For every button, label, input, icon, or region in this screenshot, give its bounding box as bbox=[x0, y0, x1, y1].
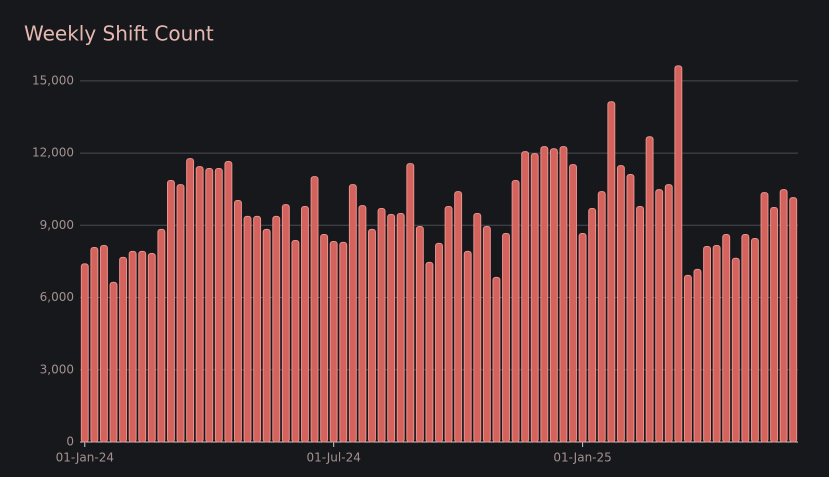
bar bbox=[722, 233, 731, 443]
bar bbox=[377, 207, 386, 443]
bar bbox=[779, 189, 788, 443]
bar bbox=[750, 238, 759, 443]
bar bbox=[291, 239, 300, 443]
y-tick-label: 0 bbox=[66, 435, 74, 449]
bar bbox=[80, 263, 89, 443]
bar bbox=[138, 250, 147, 443]
bar bbox=[119, 256, 128, 443]
bar bbox=[703, 245, 711, 443]
bar bbox=[109, 281, 118, 443]
bar bbox=[348, 184, 357, 443]
x-tick-label: 01-Jan-25 bbox=[553, 451, 611, 465]
bar bbox=[482, 226, 491, 443]
bar bbox=[195, 166, 204, 443]
bar bbox=[435, 242, 443, 443]
bar bbox=[358, 205, 367, 443]
y-tick-label: 12,000 bbox=[32, 146, 74, 160]
bar bbox=[616, 165, 625, 443]
bar bbox=[243, 215, 252, 443]
bar bbox=[387, 213, 396, 443]
bar bbox=[214, 167, 223, 443]
bar bbox=[789, 197, 798, 443]
bar bbox=[157, 228, 166, 443]
y-tick-label: 15,000 bbox=[32, 73, 74, 87]
bar bbox=[415, 226, 424, 443]
bar bbox=[511, 180, 520, 443]
y-tick-label: 3,000 bbox=[40, 362, 74, 376]
bar bbox=[559, 146, 568, 443]
bar bbox=[693, 268, 702, 443]
bar bbox=[645, 136, 654, 443]
bar bbox=[664, 184, 673, 443]
x-tick-label: 01-Jan-24 bbox=[56, 451, 114, 465]
bar bbox=[578, 232, 587, 443]
bar bbox=[444, 206, 453, 443]
bar bbox=[626, 174, 635, 443]
bar bbox=[339, 241, 348, 443]
bar bbox=[147, 252, 156, 443]
bar bbox=[463, 250, 472, 443]
y-tick-label: 6,000 bbox=[40, 290, 74, 304]
bar bbox=[770, 206, 779, 443]
bar bbox=[549, 148, 558, 443]
bar bbox=[712, 245, 721, 443]
bar bbox=[329, 240, 338, 443]
bar bbox=[396, 213, 405, 443]
bar bbox=[176, 184, 185, 443]
bar bbox=[760, 192, 769, 443]
bar bbox=[521, 151, 530, 443]
y-tick-label: 9,000 bbox=[40, 218, 74, 232]
bar bbox=[128, 250, 137, 443]
bar bbox=[167, 180, 175, 443]
bar bbox=[530, 153, 539, 443]
bar bbox=[253, 215, 262, 443]
bar bbox=[473, 213, 482, 443]
bar bbox=[272, 215, 281, 443]
bar bbox=[205, 167, 214, 443]
bar bbox=[301, 206, 309, 443]
bar bbox=[674, 65, 683, 443]
bar bbox=[588, 207, 597, 443]
bar bbox=[731, 257, 740, 443]
bar bbox=[741, 233, 750, 443]
bar bbox=[262, 228, 271, 443]
chart-title: Weekly Shift Count bbox=[24, 22, 214, 46]
bar bbox=[310, 176, 319, 443]
bar bbox=[569, 164, 577, 443]
bar bbox=[90, 246, 99, 443]
bar bbox=[224, 161, 233, 443]
x-tick-label: 01-Jul-24 bbox=[307, 451, 361, 465]
bar bbox=[607, 101, 616, 443]
bar bbox=[281, 204, 290, 443]
bar bbox=[368, 228, 376, 443]
bar bbox=[99, 245, 108, 443]
bar bbox=[540, 146, 549, 443]
bar bbox=[683, 274, 692, 443]
bar bbox=[320, 233, 329, 443]
bar bbox=[655, 189, 664, 443]
bar bbox=[186, 158, 195, 443]
bar bbox=[454, 191, 463, 443]
bar bbox=[234, 200, 242, 443]
bar bbox=[406, 163, 415, 443]
bar bbox=[636, 206, 644, 443]
bar bbox=[597, 191, 606, 443]
bar bbox=[492, 276, 501, 443]
bar bbox=[502, 232, 510, 443]
bar bbox=[425, 261, 434, 443]
